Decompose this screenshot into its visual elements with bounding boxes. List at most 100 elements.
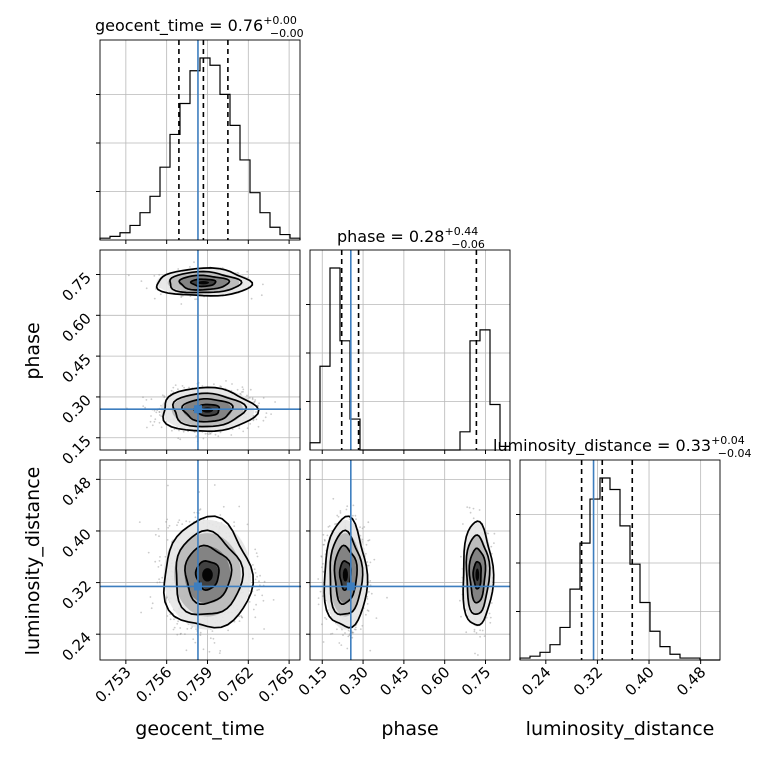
- ytick-label-phase-3: 0.60: [58, 309, 94, 345]
- scatter-geocent-time-vs-luminosity-distance-point: [261, 594, 264, 597]
- scatter-phase-vs-luminosity-distance-point: [375, 617, 378, 619]
- scatter-geocent-time-vs-phase-point: [255, 411, 257, 413]
- scatter-geocent-time-vs-luminosity-distance-point: [147, 551, 150, 554]
- scatter-phase-vs-luminosity-distance-point: [321, 566, 323, 569]
- scatter-geocent-time-vs-phase-point: [170, 389, 173, 392]
- scatter-phase-vs-luminosity-distance-point: [332, 497, 335, 500]
- scatter-phase-vs-luminosity-distance-point: [386, 596, 388, 599]
- scatter-phase-vs-luminosity-distance-point: [345, 508, 348, 511]
- scatter-geocent-time-vs-luminosity-distance-point: [193, 511, 196, 514]
- scatter-geocent-time-vs-phase-point: [158, 411, 161, 413]
- scatter-phase-vs-luminosity-distance-point: [460, 615, 462, 618]
- scatter-geocent-time-vs-luminosity-distance-point: [192, 638, 195, 640]
- scatter-geocent-time-vs-luminosity-distance-inner: [100, 460, 300, 660]
- scatter-phase-vs-luminosity-distance-point: [330, 633, 332, 635]
- scatter-phase-vs-luminosity-distance-point: [326, 534, 329, 537]
- scatter-phase-vs-luminosity-distance-point: [323, 538, 326, 541]
- scatter-geocent-time-vs-phase-contour-1-1: [171, 392, 248, 428]
- scatter-geocent-time-vs-phase-point: [142, 396, 144, 399]
- scatter-geocent-time-vs-phase-point: [242, 388, 245, 391]
- scatter-geocent-time-vs-phase-point: [154, 418, 157, 421]
- scatter-phase-vs-luminosity-distance-point: [368, 591, 370, 593]
- scatter-geocent-time-vs-luminosity-distance-point: [253, 568, 256, 571]
- scatter-geocent-time-vs-luminosity-distance-point: [154, 560, 157, 563]
- hist-phase-bars: [309, 267, 511, 451]
- scatter-geocent-time-vs-luminosity-distance-point: [195, 628, 198, 630]
- scatter-phase-vs-luminosity-distance-point: [489, 616, 492, 619]
- scatter-phase-vs-luminosity-distance-point: [317, 603, 320, 606]
- scatter-geocent-time-vs-phase-point: [236, 388, 239, 391]
- scatter-phase-vs-luminosity-distance-point: [490, 545, 493, 548]
- scatter-geocent-time-vs-luminosity-distance-point: [255, 603, 257, 606]
- ytick-label-luminosity-distance-0: 0.24: [58, 628, 94, 664]
- scatter-geocent-time-vs-luminosity-distance-point: [159, 556, 161, 558]
- hist-luminosity-distance-frame: [519, 459, 721, 661]
- scatter-geocent-time-vs-luminosity-distance-point: [179, 627, 182, 629]
- scatter-geocent-time-vs-phase-point: [158, 414, 161, 416]
- scatter-phase-vs-luminosity-distance-contour-1-0: [462, 520, 495, 626]
- scatter-geocent-time-vs-luminosity-distance-point: [263, 628, 265, 630]
- scatter-phase-vs-luminosity-distance-point: [322, 641, 325, 643]
- scatter-phase-vs-luminosity-distance-point: [328, 525, 331, 527]
- scatter-geocent-time-vs-phase-inner: [100, 250, 300, 450]
- scatter-geocent-time-vs-luminosity-distance-point: [240, 615, 243, 617]
- scatter-phase-vs-luminosity-distance-point: [493, 532, 496, 535]
- scatter-geocent-time-vs-luminosity-distance-point: [158, 560, 161, 562]
- title-luminosity-distance: luminosity_distance = 0.33+0.04 −0.04: [493, 434, 752, 460]
- scatter-phase-vs-luminosity-distance-point: [347, 635, 350, 638]
- scatter-geocent-time-vs-phase-point: [194, 298, 197, 301]
- scatter-geocent-time-vs-phase-point: [179, 438, 182, 441]
- scatter-phase-vs-luminosity-distance-point: [469, 511, 472, 514]
- scatter-geocent-time-vs-luminosity-distance-point: [154, 533, 157, 536]
- scatter-phase-vs-luminosity-distance-point: [324, 616, 326, 619]
- scatter-geocent-time-vs-phase-point: [159, 293, 162, 296]
- scatter-phase-vs-luminosity-distance-contour-1-2: [468, 547, 487, 604]
- scatter-phase-vs-luminosity-distance-point: [472, 507, 475, 510]
- scatter-geocent-time-vs-luminosity-distance-point: [190, 627, 193, 630]
- scatter-phase-vs-luminosity-distance-panel: 0.15 0.30 0.45 0.60 0.75: [295, 460, 510, 699]
- scatter-geocent-time-vs-phase-point: [209, 432, 212, 435]
- scatter-geocent-time-vs-luminosity-distance-point: [173, 618, 175, 621]
- scatter-geocent-time-vs-luminosity-distance-point: [208, 650, 211, 653]
- scatter-phase-vs-luminosity-distance-point: [366, 609, 369, 612]
- scatter-geocent-time-vs-phase-point: [180, 295, 183, 297]
- scatter-geocent-time-vs-phase-point: [262, 419, 265, 422]
- scatter-geocent-time-vs-phase-point: [178, 429, 180, 432]
- scatter-phase-vs-luminosity-distance-point: [473, 628, 476, 631]
- scatter-geocent-time-vs-phase-point: [262, 283, 264, 286]
- scatter-phase-vs-luminosity-distance-point: [336, 514, 339, 517]
- scatter-geocent-time-vs-phase-point: [253, 401, 256, 403]
- scatter-geocent-time-vs-phase-point: [238, 427, 241, 430]
- scatter-geocent-time-vs-phase-point: [193, 261, 195, 263]
- scatter-geocent-time-vs-phase-point: [145, 287, 148, 290]
- scatter-geocent-time-vs-phase-point: [181, 385, 184, 387]
- scatter-phase-vs-luminosity-distance-point: [339, 512, 342, 514]
- panels-layer: 0.24 0.32 0.40 0.480.150.300.450.600.750.75…: [58, 39, 721, 706]
- scatter-geocent-time-vs-luminosity-distance-point: [199, 631, 202, 634]
- scatter-phase-vs-luminosity-distance-point: [468, 506, 471, 509]
- scatter-geocent-time-vs-phase-point: [214, 433, 217, 436]
- scatter-geocent-time-vs-phase-point: [217, 435, 220, 438]
- scatter-phase-vs-luminosity-distance-point: [366, 595, 369, 598]
- scatter-geocent-time-vs-phase-point: [246, 270, 249, 273]
- scatter-geocent-time-vs-luminosity-distance-point: [149, 596, 152, 598]
- scatter-geocent-time-vs-phase-point: [270, 413, 272, 415]
- ytick-label-luminosity-distance-2: 0.40: [58, 525, 94, 561]
- scatter-geocent-time-vs-phase-point: [158, 273, 161, 276]
- scatter-phase-vs-luminosity-distance-point: [346, 505, 349, 508]
- scatter-geocent-time-vs-phase-point: [209, 433, 212, 435]
- scatter-geocent-time-vs-phase-panel: 0.150.300.450.600.75: [58, 250, 301, 468]
- scatter-geocent-time-vs-luminosity-distance-point: [179, 633, 182, 635]
- scatter-geocent-time-vs-luminosity-distance-point: [209, 637, 212, 640]
- scatter-geocent-time-vs-luminosity-distance-point: [240, 616, 243, 618]
- scatter-phase-vs-luminosity-distance-point: [368, 539, 371, 541]
- scatter-geocent-time-vs-luminosity-distance-point: [211, 630, 214, 632]
- scatter-phase-vs-luminosity-distance-point: [321, 595, 324, 597]
- xtick-label-geocent-time-2: 0.759: [173, 663, 216, 706]
- scatter-geocent-time-vs-luminosity-distance-point: [150, 607, 153, 610]
- scatter-phase-vs-luminosity-distance-point: [320, 555, 323, 557]
- scatter-geocent-time-vs-phase-point: [260, 294, 263, 297]
- scatter-phase-vs-luminosity-distance-point: [472, 517, 475, 520]
- scatter-phase-vs-luminosity-distance-point: [365, 543, 368, 546]
- ytick-label-luminosity-distance-3: 0.48: [58, 473, 94, 509]
